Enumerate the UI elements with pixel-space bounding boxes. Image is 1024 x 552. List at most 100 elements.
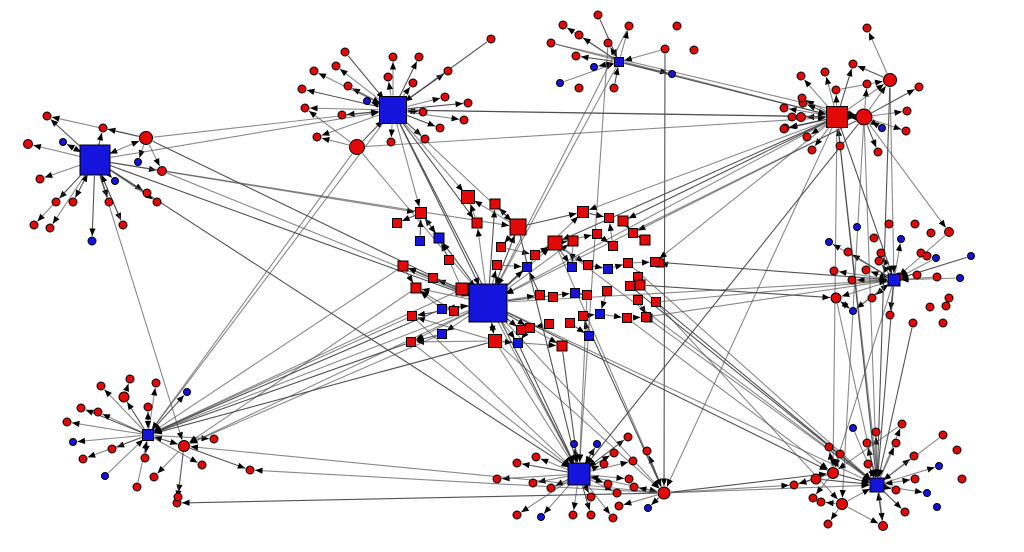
arrowhead-icon: [517, 318, 526, 326]
arrowhead-icon: [595, 212, 604, 219]
graph-node-circle: [672, 21, 682, 31]
graph-node-square: [622, 313, 632, 323]
graph-node-circle: [861, 265, 871, 275]
arrowhead-icon: [838, 269, 847, 276]
graph-node-circle: [957, 474, 967, 484]
arrowhead-icon: [888, 447, 894, 456]
arrowhead-icon: [101, 174, 108, 183]
graph-edge: [104, 389, 144, 431]
arrowhead-icon: [71, 420, 80, 428]
graph-node-circle: [408, 78, 418, 88]
graph-node-circle: [820, 67, 830, 77]
arrowhead-icon: [436, 73, 444, 81]
graph-node-circle: [810, 473, 822, 485]
graph-node-circle: [183, 388, 191, 396]
arrowhead-icon: [386, 81, 393, 90]
graph-node-circle: [62, 417, 72, 427]
graph-edge: [309, 107, 379, 111]
arrowhead-icon: [570, 216, 579, 224]
graph-node-circle: [118, 220, 128, 230]
graph-node-square: [468, 283, 508, 323]
arrowhead-icon: [428, 225, 436, 234]
arrowhead-icon: [96, 132, 103, 141]
graph-node-circle: [862, 23, 872, 33]
graph-node-circle: [586, 492, 596, 502]
graph-edge: [498, 347, 574, 465]
arrowhead-icon: [861, 488, 870, 496]
graph-node-circle: [807, 145, 817, 155]
graph-node-square: [513, 338, 523, 348]
arrowhead-icon: [130, 140, 140, 147]
graph-edge: [442, 242, 477, 288]
graph-node-circle: [891, 438, 901, 448]
graph-node-square: [544, 319, 554, 329]
graph-node-circle: [443, 66, 453, 76]
arrowhead-icon: [600, 235, 609, 243]
graph-node-square: [509, 218, 527, 236]
graph-edge: [505, 311, 828, 471]
graph-edge: [177, 452, 184, 499]
arrowhead-icon: [870, 469, 877, 478]
graph-node-circle: [808, 493, 818, 503]
arrowhead-icon: [788, 123, 797, 130]
arrowhead-icon: [822, 294, 831, 301]
graph-node-circle: [331, 61, 341, 71]
graph-edge: [398, 122, 480, 286]
arrowhead-icon: [857, 65, 866, 72]
graph-edge: [868, 123, 947, 228]
arrowhead-icon: [123, 383, 129, 392]
graph-node-circle: [835, 141, 845, 151]
arrowhead-icon: [825, 76, 832, 85]
graph-node-circle: [586, 510, 596, 520]
graph-node-circle: [938, 430, 948, 440]
arrowhead-icon: [576, 326, 585, 333]
arrowhead-icon: [513, 263, 522, 270]
arrowhead-icon: [51, 115, 60, 122]
graph-node-square: [651, 297, 661, 307]
arrowhead-icon: [413, 128, 422, 136]
graph-edge: [339, 68, 382, 102]
arrowhead-icon: [879, 279, 888, 286]
graph-node-circle: [383, 72, 393, 82]
graph-edge: [321, 114, 380, 136]
graph-node-circle: [891, 485, 901, 495]
arrowhead-icon: [89, 228, 96, 237]
graph-node-square: [625, 281, 635, 291]
graph-edge: [91, 175, 95, 237]
arrowhead-icon: [427, 120, 436, 127]
arrowhead-icon: [833, 94, 840, 103]
graph-node-circle: [574, 30, 584, 40]
graph-node-circle: [796, 71, 806, 81]
graph-node-square: [604, 213, 614, 223]
graph-node-circle: [923, 489, 931, 497]
arrowhead-icon: [834, 458, 841, 467]
graph-node-circle: [558, 20, 568, 30]
arrowhead-icon: [157, 465, 165, 474]
graph-node-square: [379, 96, 407, 124]
arrowhead-icon: [33, 144, 42, 151]
graph-edge: [507, 279, 888, 303]
arrowhead-icon: [81, 174, 88, 183]
graph-node-square: [415, 236, 425, 246]
arrowhead-icon: [588, 459, 597, 467]
graph-node-square: [410, 282, 422, 294]
graph-node-circle: [878, 521, 888, 531]
arrowhead-icon: [583, 37, 592, 45]
graph-node-circle: [885, 310, 895, 320]
graph-node-circle: [157, 166, 167, 176]
graph-node-circle: [537, 513, 545, 521]
graph-node-circle: [197, 460, 207, 470]
graph-node-circle: [125, 374, 135, 384]
arrowhead-icon: [540, 247, 549, 254]
graph-edge: [821, 479, 870, 485]
graph-edge: [308, 110, 351, 143]
arrowhead-icon: [438, 279, 447, 286]
arrowhead-icon: [107, 127, 116, 134]
arrowhead-icon: [613, 313, 622, 320]
arrowhead-icon: [871, 121, 880, 129]
arrowhead-icon: [610, 48, 617, 57]
graph-edge: [837, 128, 883, 521]
arrowhead-icon: [504, 235, 512, 243]
arrowhead-icon: [874, 79, 883, 86]
graph-node-circle: [629, 482, 639, 492]
